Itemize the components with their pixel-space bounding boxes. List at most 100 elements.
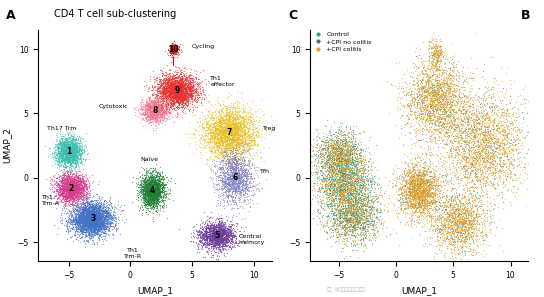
Point (79, 187, 88, 192)
Point (347, 185, 355, 189)
Point (152, 193, 161, 198)
Point (232, 181, 240, 186)
Point (159, 106, 168, 111)
Point (461, 108, 470, 113)
Point (63, 157, 72, 162)
Point (236, 232, 245, 236)
Point (176, 97, 185, 101)
Point (151, 109, 160, 114)
Point (225, 109, 233, 114)
Point (154, 192, 163, 196)
Point (408, 194, 417, 198)
Point (335, 189, 344, 193)
Point (420, 96, 429, 100)
Point (77, 212, 86, 217)
Point (203, 230, 212, 235)
Point (76, 155, 84, 160)
Point (214, 234, 222, 239)
Point (460, 219, 469, 223)
Point (423, 187, 431, 192)
Point (52, 143, 60, 148)
Point (487, 161, 496, 166)
Point (462, 235, 471, 240)
Point (148, 187, 157, 191)
Point (407, 188, 416, 193)
Point (230, 173, 238, 177)
Point (425, 38, 434, 43)
Point (215, 230, 224, 235)
Point (144, 195, 152, 199)
Point (73, 225, 82, 229)
Point (66, 156, 75, 160)
Point (170, 82, 179, 87)
Point (74, 177, 83, 182)
Point (145, 189, 154, 193)
Point (459, 112, 468, 117)
Point (421, 189, 430, 194)
Point (138, 116, 147, 120)
Point (147, 97, 156, 102)
Point (231, 189, 240, 194)
Point (345, 159, 354, 163)
Point (217, 131, 225, 136)
Point (497, 123, 505, 127)
Point (396, 172, 405, 177)
Point (106, 212, 115, 217)
Point (335, 192, 343, 197)
Point (64, 151, 73, 156)
Point (428, 74, 437, 78)
Point (347, 147, 356, 152)
Point (151, 106, 160, 111)
Point (154, 192, 163, 197)
Point (350, 182, 359, 187)
Point (358, 221, 367, 226)
Point (341, 140, 349, 145)
Point (47, 186, 56, 191)
Point (55, 157, 64, 161)
Point (91, 204, 100, 209)
Point (326, 136, 335, 141)
Point (72, 184, 81, 189)
Point (79, 213, 88, 217)
Point (242, 185, 250, 190)
Point (74, 191, 83, 195)
Point (362, 146, 370, 151)
Point (77, 225, 86, 230)
Point (441, 94, 449, 98)
Point (505, 127, 514, 132)
Point (454, 165, 463, 169)
Point (96, 220, 105, 225)
Point (75, 205, 83, 209)
Point (217, 223, 226, 228)
Point (149, 187, 158, 192)
Point (249, 114, 258, 119)
Point (60, 157, 69, 162)
Point (64, 194, 73, 199)
Point (344, 205, 353, 210)
Point (466, 233, 475, 238)
Point (239, 106, 248, 111)
Point (70, 188, 79, 193)
Point (479, 237, 488, 241)
Point (139, 182, 147, 187)
Point (175, 87, 183, 92)
Point (219, 227, 227, 232)
Point (426, 82, 435, 86)
Point (231, 173, 239, 178)
Point (140, 189, 149, 193)
Point (145, 103, 153, 108)
Point (521, 162, 529, 167)
Point (132, 180, 140, 185)
Point (424, 207, 432, 212)
Point (338, 246, 347, 251)
Point (447, 104, 456, 109)
Point (104, 199, 113, 203)
Point (176, 84, 184, 89)
Point (509, 118, 518, 122)
Point (355, 209, 363, 214)
Point (71, 188, 79, 192)
Point (66, 145, 75, 150)
Point (183, 92, 191, 97)
Point (69, 194, 78, 199)
Point (64, 208, 73, 213)
